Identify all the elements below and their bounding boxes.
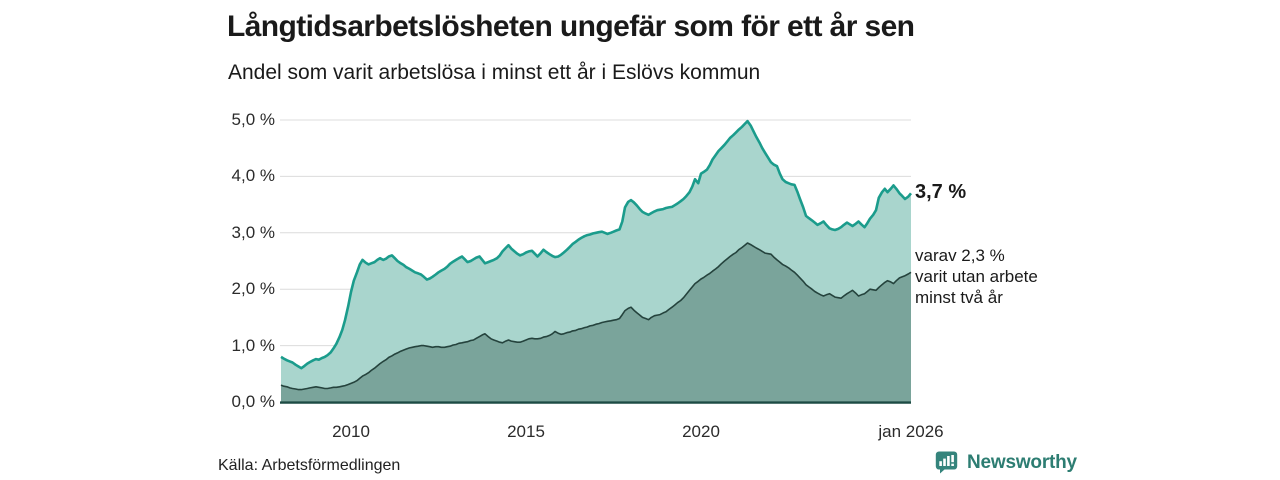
x-tick-label: jan 2026 (878, 422, 944, 441)
series1-end-value-label: 3,7 % (915, 181, 967, 203)
chart-title: Långtidsarbetslösheten ungefär som för e… (227, 10, 915, 43)
annotation-line: minst två år (915, 288, 1003, 307)
newsworthy-wordmark: Newsworthy (967, 451, 1077, 473)
x-tick-label: 2020 (682, 422, 720, 441)
y-tick-label: 4,0 % (231, 166, 275, 186)
newsworthy-logo: Newsworthy (933, 449, 1077, 476)
series-line-1 (280, 119, 913, 370)
x-tick-label: 2015 (507, 422, 545, 441)
y-tick-label: 1,0 % (231, 335, 275, 355)
source-note: Källa: Arbetsförmedlingen (218, 457, 401, 474)
y-tick-label: 5,0 % (231, 110, 275, 129)
x-tick-label: 2010 (332, 422, 370, 441)
y-tick-label: 0,0 % (231, 392, 275, 411)
chart-subtitle: Andel som varit arbetslösa i minst ett å… (228, 61, 761, 84)
newsworthy-bubble-chart-icon (935, 451, 958, 474)
y-tick-label: 2,0 % (231, 279, 275, 299)
y-tick-label: 3,0 % (231, 222, 275, 242)
series-line-2 (280, 242, 912, 391)
series-area-2 (281, 243, 911, 403)
annotation-line: varav 2,3 % (915, 246, 1005, 265)
series2-annotation: varav 2,3 % varit utan arbete minst två … (915, 245, 1038, 308)
annotation-line: varit utan arbete (915, 267, 1038, 286)
